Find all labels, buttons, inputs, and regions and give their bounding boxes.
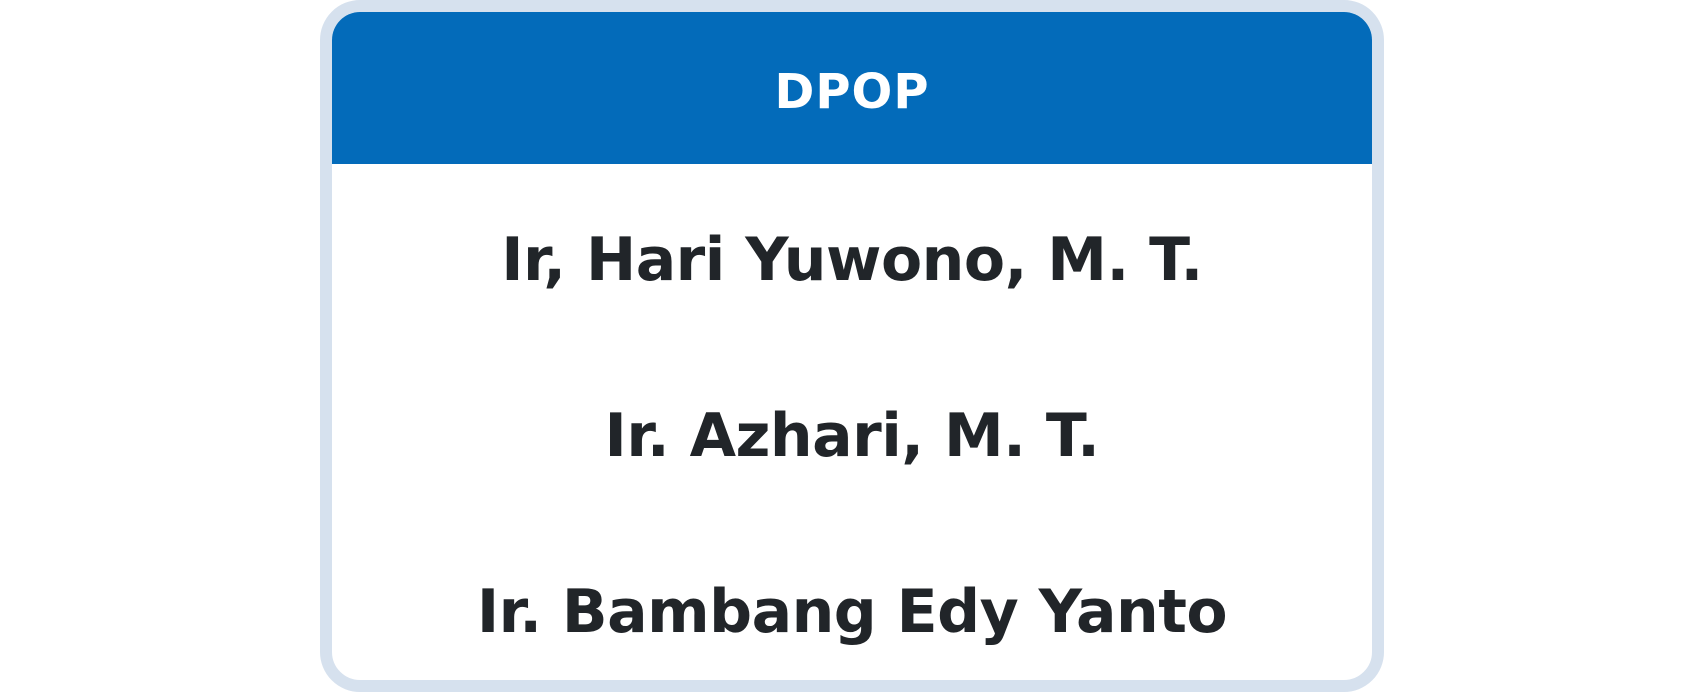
member-name: Ir. Bambang Edy Yanto	[476, 577, 1228, 647]
member-name: Ir. Azhari, M. T.	[604, 401, 1100, 471]
member-name: Ir, Hari Yuwono, M. T.	[501, 225, 1203, 295]
card-title: DPOP	[774, 64, 930, 120]
card-body: Ir, Hari Yuwono, M. T. Ir. Azhari, M. T.…	[332, 164, 1372, 680]
card-header: DPOP	[332, 12, 1372, 164]
dpop-card: DPOP Ir, Hari Yuwono, M. T. Ir. Azhari, …	[320, 0, 1384, 692]
